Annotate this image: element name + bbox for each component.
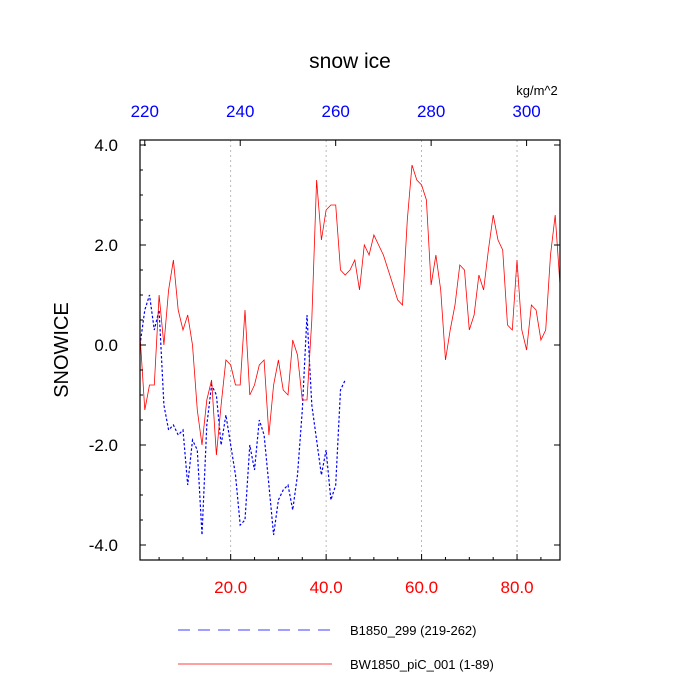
x-tick-label-top: 240 — [226, 102, 254, 121]
y-tick-label: -4.0 — [89, 536, 118, 555]
chart-title: snow ice — [309, 50, 391, 73]
plot-frame — [139, 139, 561, 561]
y-tick-label: 4.0 — [94, 136, 118, 155]
series-line-0 — [139, 294, 346, 536]
axis-ticks: 20.0 40.0 60.0 80.0 220 240 260 280 300 4.0 2.0 0.0… — [89, 102, 560, 597]
x-tick-label-bottom: 40.0 — [310, 578, 343, 597]
x-tick-label-top: 220 — [131, 102, 159, 121]
y-tick-label: 0.0 — [94, 336, 118, 355]
y-tick-label: 2.0 — [94, 236, 118, 255]
x-tick-label-top: 280 — [417, 102, 445, 121]
top-axis-units: kg/m^2 — [516, 83, 558, 98]
y-axis-label: SNOWICE — [51, 302, 73, 398]
legend-label-1: BW1850_piC_001 (1-89) — [350, 657, 494, 672]
y-tick-label: -2.0 — [89, 436, 118, 455]
grid-lines — [230, 140, 518, 560]
legend: B1850_299 (219-262) BW1850_piC_001 (1-89) — [178, 623, 494, 672]
x-tick-label-top: 260 — [321, 102, 349, 121]
x-tick-label-bottom: 60.0 — [405, 578, 438, 597]
legend-label-0: B1850_299 (219-262) — [350, 623, 477, 638]
x-tick-label-bottom: 20.0 — [214, 578, 247, 597]
x-tick-label-top: 300 — [512, 102, 540, 121]
series-line-1 — [139, 164, 561, 456]
series-layer — [139, 164, 561, 536]
x-tick-label-bottom: 80.0 — [500, 578, 533, 597]
